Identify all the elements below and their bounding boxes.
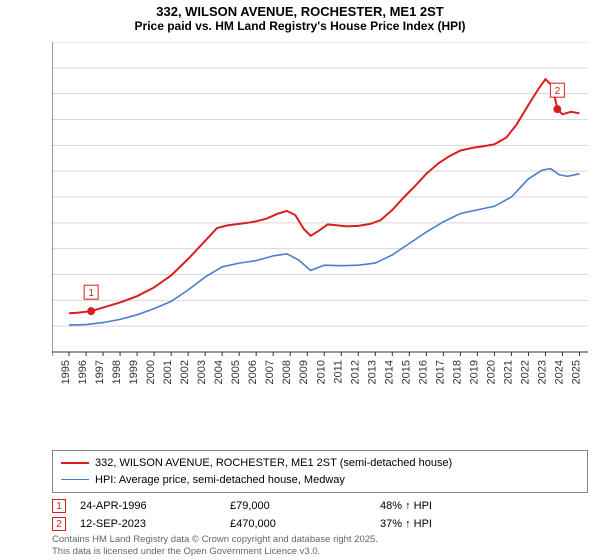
svg-text:2000: 2000 <box>145 360 157 384</box>
legend-label: 332, WILSON AVENUE, ROCHESTER, ME1 2ST (… <box>95 455 452 472</box>
svg-text:2020: 2020 <box>485 360 497 384</box>
sale-marker: 1 <box>52 499 66 513</box>
attribution: Contains HM Land Registry data © Crown c… <box>52 534 378 557</box>
svg-text:2017: 2017 <box>434 360 446 384</box>
svg-text:2005: 2005 <box>230 360 242 384</box>
legend-swatch <box>61 479 89 480</box>
sale-marker: 2 <box>52 517 66 531</box>
legend-label: HPI: Average price, semi-detached house,… <box>95 472 345 489</box>
svg-text:2004: 2004 <box>213 360 225 384</box>
sale-diff: 48% ↑ HPI <box>380 500 530 512</box>
sale-row: 1 24-APR-1996£79,00048% ↑ HPI <box>52 497 588 515</box>
svg-text:2013: 2013 <box>366 360 378 384</box>
svg-text:1996: 1996 <box>77 360 89 384</box>
chart-titles: 332, WILSON AVENUE, ROCHESTER, ME1 2ST P… <box>0 0 600 33</box>
svg-text:2001: 2001 <box>162 360 174 384</box>
series-legend: 332, WILSON AVENUE, ROCHESTER, ME1 2ST (… <box>52 450 588 493</box>
svg-text:2012: 2012 <box>349 360 361 384</box>
svg-text:2022: 2022 <box>519 360 531 384</box>
sale-price: £470,000 <box>230 518 380 530</box>
sale-events: 1 24-APR-1996£79,00048% ↑ HPI 2 12-SEP-2023… <box>52 497 588 533</box>
legend-and-sales: 332, WILSON AVENUE, ROCHESTER, ME1 2ST (… <box>52 450 588 533</box>
svg-text:2002: 2002 <box>179 360 191 384</box>
svg-text:2015: 2015 <box>400 360 412 384</box>
sale-diff: 37% ↑ HPI <box>380 518 530 530</box>
sale-date: 12-SEP-2023 <box>80 518 230 530</box>
chart-title-line1: 332, WILSON AVENUE, ROCHESTER, ME1 2ST <box>0 4 600 19</box>
svg-text:2008: 2008 <box>281 360 293 384</box>
svg-text:2025: 2025 <box>570 360 582 384</box>
legend-row: 332, WILSON AVENUE, ROCHESTER, ME1 2ST (… <box>61 455 579 472</box>
svg-text:1997: 1997 <box>94 360 106 384</box>
svg-text:1995: 1995 <box>60 360 72 384</box>
attribution-line2: This data is licensed under the Open Gov… <box>52 546 378 557</box>
chart-title-line2: Price paid vs. HM Land Registry's House … <box>0 19 600 33</box>
price-chart: £0£50K£100K£150K£200K£250K£300K£350K£400… <box>52 42 588 402</box>
svg-text:2006: 2006 <box>247 360 259 384</box>
svg-text:2007: 2007 <box>264 360 276 384</box>
svg-text:2011: 2011 <box>332 360 344 384</box>
svg-text:1998: 1998 <box>111 360 123 384</box>
svg-text:2016: 2016 <box>417 360 429 384</box>
attribution-line1: Contains HM Land Registry data © Crown c… <box>52 534 378 545</box>
legend-swatch <box>61 462 89 464</box>
legend-row: HPI: Average price, semi-detached house,… <box>61 472 579 489</box>
svg-text:1: 1 <box>88 288 94 299</box>
svg-text:2010: 2010 <box>315 360 327 384</box>
svg-text:2014: 2014 <box>383 360 395 384</box>
svg-text:2019: 2019 <box>468 360 480 384</box>
svg-text:2: 2 <box>555 86 561 97</box>
svg-text:2024: 2024 <box>553 360 565 384</box>
svg-text:2009: 2009 <box>298 360 310 384</box>
sale-price: £79,000 <box>230 500 380 512</box>
svg-text:2003: 2003 <box>196 360 208 384</box>
svg-text:1994: 1994 <box>52 360 55 384</box>
svg-text:2021: 2021 <box>502 360 514 384</box>
svg-text:2023: 2023 <box>536 360 548 384</box>
svg-text:2018: 2018 <box>451 360 463 384</box>
sale-date: 24-APR-1996 <box>80 500 230 512</box>
sale-row: 2 12-SEP-2023£470,00037% ↑ HPI <box>52 515 588 533</box>
svg-text:1999: 1999 <box>128 360 140 384</box>
